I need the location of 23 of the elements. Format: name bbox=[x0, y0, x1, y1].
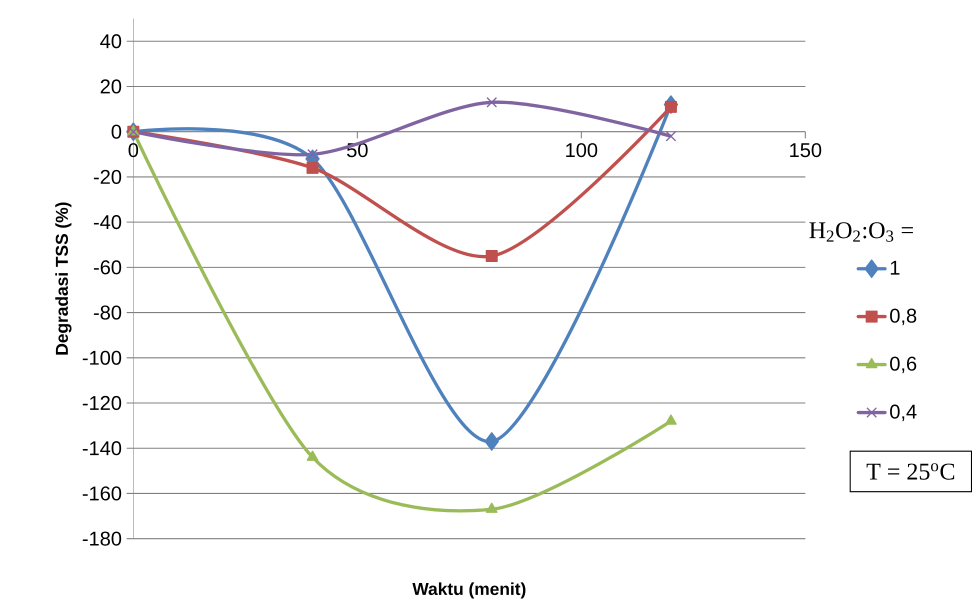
y-tick-label: -60 bbox=[94, 260, 122, 274]
y-tick-label: -180 bbox=[82, 532, 122, 546]
y-tick-label: -100 bbox=[82, 350, 122, 365]
y-tick-label: -20 bbox=[94, 170, 122, 184]
legend-label: 0,4 bbox=[890, 404, 917, 422]
y-axis-title: Degradasi TSS (%) bbox=[55, 202, 72, 355]
y-tick-label: 40 bbox=[100, 34, 122, 48]
x-tick-label: 100 bbox=[566, 143, 598, 158]
legend-label: 1 bbox=[890, 260, 900, 275]
y-tick-label: -80 bbox=[94, 306, 122, 320]
y-tick-label: -160 bbox=[82, 486, 122, 501]
x-axis-title: Waktu (menit) bbox=[412, 582, 526, 599]
legend-label: 0,6 bbox=[890, 356, 916, 374]
text: T = 25$^{o}$C bbox=[866, 463, 954, 480]
y-tick-label: -140 bbox=[82, 441, 122, 456]
legend-title: H$_{2}$O$_{2}$:O$_{3}$ = bbox=[809, 222, 913, 242]
y-tick-label: -40 bbox=[94, 215, 122, 230]
x-tick-label: 0 bbox=[128, 143, 138, 158]
y-tick-label: -120 bbox=[82, 396, 122, 410]
legend-label: 0,8 bbox=[890, 308, 916, 326]
y-tick-label: 20 bbox=[100, 79, 122, 94]
y-tick-label: 0 bbox=[112, 124, 122, 139]
x-tick-label: 150 bbox=[790, 143, 822, 158]
